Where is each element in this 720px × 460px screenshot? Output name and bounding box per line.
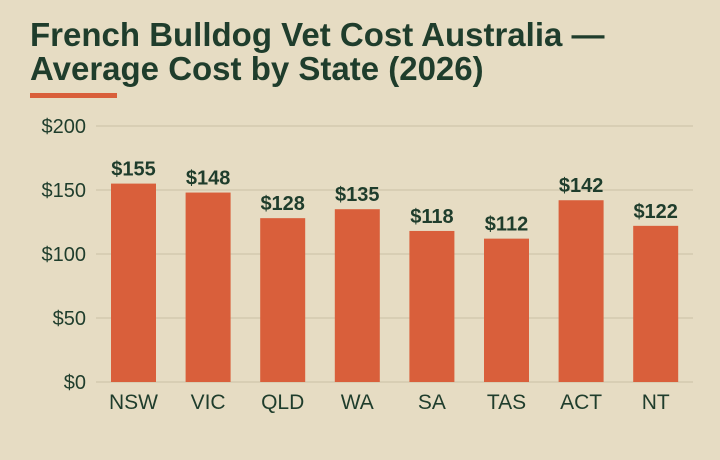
y-tick-label: $150 <box>42 180 87 202</box>
bar-value-label: $112 <box>485 214 528 236</box>
chart-title: French Bulldog Vet Cost Australia — Aver… <box>30 16 605 87</box>
x-tick-label: VIC <box>191 391 226 414</box>
x-tick-label: WA <box>341 391 374 414</box>
bar-value-label: $128 <box>260 193 305 215</box>
y-tick-label: $100 <box>42 244 87 266</box>
bar-value-label: $135 <box>335 184 380 206</box>
y-tick-label: $200 <box>42 116 87 138</box>
bar-wa <box>334 209 380 382</box>
bar-tas <box>484 238 529 382</box>
x-tick-label: NT <box>642 391 670 414</box>
bar-act <box>558 200 604 382</box>
x-tick-label: SA <box>418 391 446 414</box>
bar-sa <box>409 230 455 382</box>
bar-qld <box>260 218 306 382</box>
bars <box>111 183 679 382</box>
bar-nt <box>633 225 679 382</box>
bar-nsw <box>111 183 156 382</box>
bar-vic <box>185 192 231 382</box>
bar-value-label: $118 <box>410 206 453 228</box>
x-tick-label: QLD <box>261 391 304 414</box>
x-axis-tick-labels: NSW VIC QLD WA SA TAS ACT NT <box>109 391 670 414</box>
title-underline <box>30 93 117 98</box>
x-tick-label: TAS <box>487 391 526 414</box>
bar-value-label: $148 <box>186 168 231 190</box>
y-tick-label: $50 <box>53 308 86 330</box>
y-tick-label: $0 <box>64 372 86 394</box>
x-tick-label: ACT <box>560 391 602 414</box>
bar-value-label: $142 <box>559 175 604 197</box>
y-axis-tick-labels: $0 $50 $100 $150 $200 <box>42 116 87 394</box>
x-tick-label: NSW <box>109 391 158 414</box>
bar-value-labels: $155 $148 $128 $135 $118 $112 $142 $122 <box>111 159 678 236</box>
bar-value-label: $122 <box>633 201 678 223</box>
bar-value-label: $155 <box>111 159 156 181</box>
